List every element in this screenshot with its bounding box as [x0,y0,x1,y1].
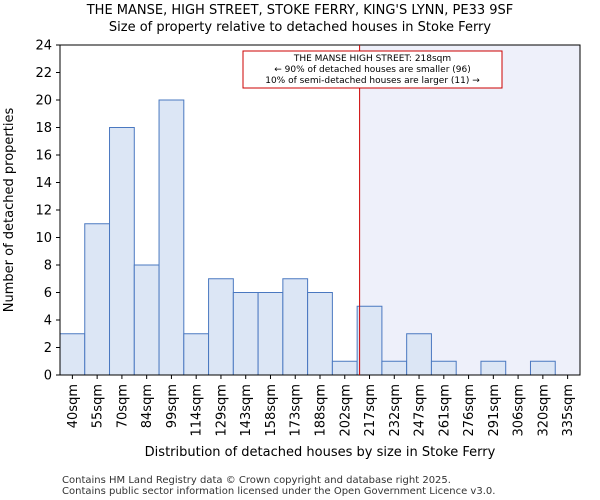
y-tick-label: 0 [44,369,52,384]
x-tick-label: 114sqm [190,384,205,437]
annotation-line-2: ← 90% of detached houses are smaller (96… [274,65,471,75]
x-tick-label: 55sqm [91,384,106,428]
x-tick-label: 232sqm [388,384,403,437]
footer-line-1: Contains HM Land Registry data © Crown c… [62,475,451,486]
footer-line-2: Contains public sector information licen… [62,486,495,497]
bar-70sqm [109,127,135,376]
y-tick-label: 6 [44,286,52,301]
x-tick-label: 40sqm [66,384,81,428]
annotation-box: THE MANSE HIGH STREET: 218sqm ← 90% of d… [242,50,503,89]
x-tick-label: 99sqm [165,384,180,428]
x-tick-label: 335sqm [561,384,576,437]
x-tick-label: 320sqm [536,384,551,437]
y-tick-label: 4 [44,314,52,329]
y-tick-label: 22 [35,66,52,81]
x-tick-label: 247sqm [413,384,428,437]
y-axis-label: Number of detached properties [2,108,17,313]
x-tick-label: 188sqm [314,384,329,437]
bar-173sqm [282,278,309,376]
bar-40sqm [59,333,86,376]
bar-55sqm [84,223,111,376]
y-tick-label: 10 [35,231,52,246]
bar-320sqm [529,360,556,376]
larger-properties-region [359,45,580,375]
x-tick-label: 173sqm [289,384,304,437]
bar-188sqm [307,292,333,376]
x-tick-label: 129sqm [214,384,229,437]
x-tick-label: 276sqm [462,384,477,437]
bar-232sqm [381,360,408,376]
x-tick-label: 158sqm [264,384,279,437]
bar-158sqm [257,292,284,376]
x-tick-label: 217sqm [363,384,378,437]
bar-261sqm [430,360,457,376]
annotation-line-1: THE MANSE HIGH STREET: 218sqm [293,54,451,64]
bar-143sqm [232,292,259,376]
bar-217sqm [356,305,383,376]
x-tick-label: 306sqm [512,384,527,437]
bar-114sqm [183,333,210,376]
bar-129sqm [208,278,234,376]
chart-title: THE MANSE, HIGH STREET, STOKE FERRY, KIN… [86,3,514,18]
bar-291sqm [480,360,507,376]
bars-group [59,99,556,376]
y-tick-label: 2 [44,341,52,356]
x-tick-label: 202sqm [338,384,353,437]
y-tick-label: 14 [35,176,52,191]
y-tick-label: 24 [35,39,52,54]
bar-202sqm [331,360,358,376]
y-tick-label: 20 [35,94,52,109]
y-tick-label: 18 [35,121,52,136]
annotation-line-3: 10% of semi-detached houses are larger (… [265,76,480,86]
y-tick-label: 8 [44,259,52,274]
annotation-border [242,50,503,89]
x-tick-label: 291sqm [487,384,502,437]
y-tick-label: 16 [35,149,52,164]
x-tick-label: 84sqm [140,384,155,428]
bar-247sqm [406,333,432,376]
chart-subtitle: Size of property relative to detached ho… [109,20,492,35]
x-axis-ticks: 40sqm 55sqm 70sqm 84sqm 99sqm 114sqm 129sqm 143… [66,375,576,437]
x-tick-label: 143sqm [239,384,254,437]
y-tick-label: 12 [35,204,52,219]
x-tick-label: 70sqm [115,384,130,428]
bar-84sqm [133,264,160,376]
x-tick-label: 261sqm [437,384,452,437]
bar-99sqm [158,99,185,376]
x-axis-label: Distribution of detached houses by size … [145,445,496,460]
